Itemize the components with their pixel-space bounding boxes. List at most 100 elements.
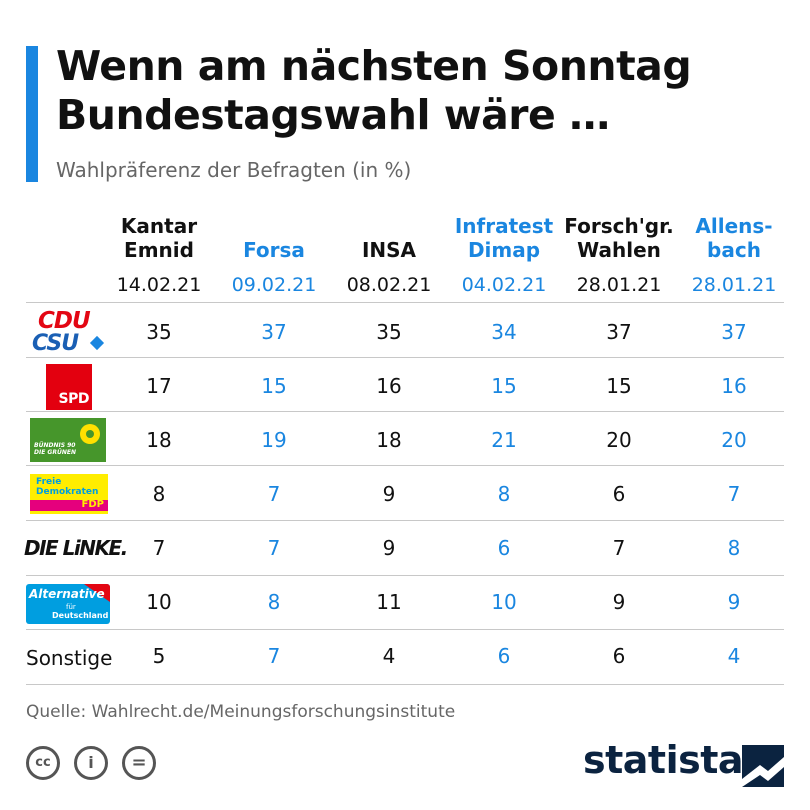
row-label-sonstige: Sonstige <box>26 646 113 670</box>
table-cell: 19 <box>261 428 287 452</box>
column-header-0: Kantar Emnid <box>100 214 218 262</box>
accent-bar <box>26 46 38 182</box>
table-cell: 10 <box>146 590 172 614</box>
table-cell: 9 <box>727 590 741 614</box>
row-divider <box>26 302 784 303</box>
column-date-4: 28.01.21 <box>576 274 662 296</box>
table-cell: 11 <box>376 590 402 614</box>
column-header-1: Forsa <box>215 214 333 262</box>
column-header-line1: Infratest <box>454 214 554 238</box>
column-header-line2: Dimap <box>467 238 541 262</box>
column-date-0: 14.02.21 <box>116 274 202 296</box>
chart-subtitle: Wahlpräferenz der Befragten (in %) <box>56 158 412 182</box>
column-header-4: Forsch'gr. Wahlen <box>560 214 678 262</box>
column-header-line2: INSA <box>361 238 417 262</box>
table-cell: 21 <box>491 428 517 452</box>
table-cell: 15 <box>606 374 632 398</box>
table-cell: 6 <box>612 644 626 668</box>
csu-logo-text: CSU <box>32 331 79 356</box>
table-cell: 5 <box>152 644 166 668</box>
table-cell: 7 <box>152 536 166 560</box>
table-cell: 15 <box>491 374 517 398</box>
table-cell: 6 <box>612 482 626 506</box>
column-header-line1: Kantar <box>120 214 198 238</box>
row-divider <box>26 684 784 685</box>
table-cell: 7 <box>267 644 281 668</box>
afd-arrow-icon <box>84 584 110 602</box>
table-cell: 8 <box>727 536 741 560</box>
table-cell: 35 <box>376 320 402 344</box>
table-cell: 18 <box>376 428 402 452</box>
table-cell: 7 <box>727 482 741 506</box>
fdp-logo: Freie Demokraten FDP <box>30 474 108 514</box>
gruene-logo-text: BÜNDNIS 90 DIE GRÜNEN <box>34 442 76 456</box>
column-header-line1 <box>215 214 333 238</box>
row-divider <box>26 411 784 412</box>
table-cell: 8 <box>152 482 166 506</box>
lion-icon <box>89 335 105 351</box>
table-cell: 10 <box>491 590 517 614</box>
column-header-line1: Allens- <box>695 214 773 238</box>
spd-logo-text: SPD <box>58 391 90 407</box>
statista-wave-icon <box>742 745 784 787</box>
row-divider <box>26 357 784 358</box>
attribution-icon[interactable]: i <box>74 746 108 780</box>
cdu-logo-text: CDU <box>38 308 91 334</box>
column-header-line2: Forsa <box>243 238 305 262</box>
sunflower-center-icon <box>86 430 94 438</box>
fdp-logo-band <box>30 500 108 511</box>
table-cell: 7 <box>267 536 281 560</box>
table-cell: 20 <box>606 428 632 452</box>
fdp-logo-line1: Freie <box>36 477 62 487</box>
table-cell: 37 <box>606 320 632 344</box>
table-cell: 4 <box>727 644 741 668</box>
no-derivatives-icon[interactable]: = <box>122 746 156 780</box>
table-cell: 34 <box>491 320 517 344</box>
title-line-1: Wenn am nächsten Sonntag <box>56 42 692 90</box>
column-header-line1 <box>330 214 448 238</box>
cc-license-icon[interactable]: cc <box>26 746 60 780</box>
column-date-1: 09.02.21 <box>231 274 317 296</box>
afd-logo-line2: für <box>66 603 76 611</box>
row-divider <box>26 575 784 576</box>
column-header-2: INSA <box>330 214 448 262</box>
table-cell: 37 <box>721 320 747 344</box>
table-cell: 6 <box>497 644 511 668</box>
spd-logo: SPD <box>46 364 92 410</box>
table-cell: 9 <box>382 482 396 506</box>
column-header-line2: Emnid <box>124 238 194 262</box>
column-date-5: 28.01.21 <box>691 274 777 296</box>
column-date-3: 04.02.21 <box>461 274 547 296</box>
column-header-3: Infratest Dimap <box>445 214 563 262</box>
column-header-line2: bach <box>707 238 761 262</box>
source-note: Quelle: Wahlrecht.de/Meinungsforschungsi… <box>26 702 456 722</box>
table-cell: 16 <box>721 374 747 398</box>
statista-logo[interactable]: statista <box>583 738 744 782</box>
table-cell: 7 <box>267 482 281 506</box>
afd-logo-line3: Deutschland <box>52 611 109 620</box>
table-cell: 16 <box>376 374 402 398</box>
column-header-line2: Wahlen <box>577 238 661 262</box>
table-cell: 20 <box>721 428 747 452</box>
fdp-logo-line3: FDP <box>81 499 104 510</box>
table-cell: 8 <box>267 590 281 614</box>
afd-logo: Alternative für Deutschland <box>26 584 110 624</box>
column-date-2: 08.02.21 <box>346 274 432 296</box>
table-cell: 9 <box>612 590 626 614</box>
row-divider <box>26 465 784 466</box>
gruene-logo: BÜNDNIS 90 DIE GRÜNEN <box>30 418 106 462</box>
table-cell: 35 <box>146 320 172 344</box>
chart-title: Wenn am nächsten Sonntag Bundestagswahl … <box>56 42 692 140</box>
table-cell: 7 <box>612 536 626 560</box>
row-divider <box>26 520 784 521</box>
table-cell: 15 <box>261 374 287 398</box>
column-header-line1: Forsch'gr. <box>564 214 674 238</box>
linke-logo: DIE LiNKE. <box>24 536 128 560</box>
table-cell: 6 <box>497 536 511 560</box>
table-cell: 4 <box>382 644 396 668</box>
table-cell: 9 <box>382 536 396 560</box>
afd-logo-line1: Alternative <box>29 587 105 601</box>
table-cell: 8 <box>497 482 511 506</box>
row-divider <box>26 629 784 630</box>
table-cell: 17 <box>146 374 172 398</box>
